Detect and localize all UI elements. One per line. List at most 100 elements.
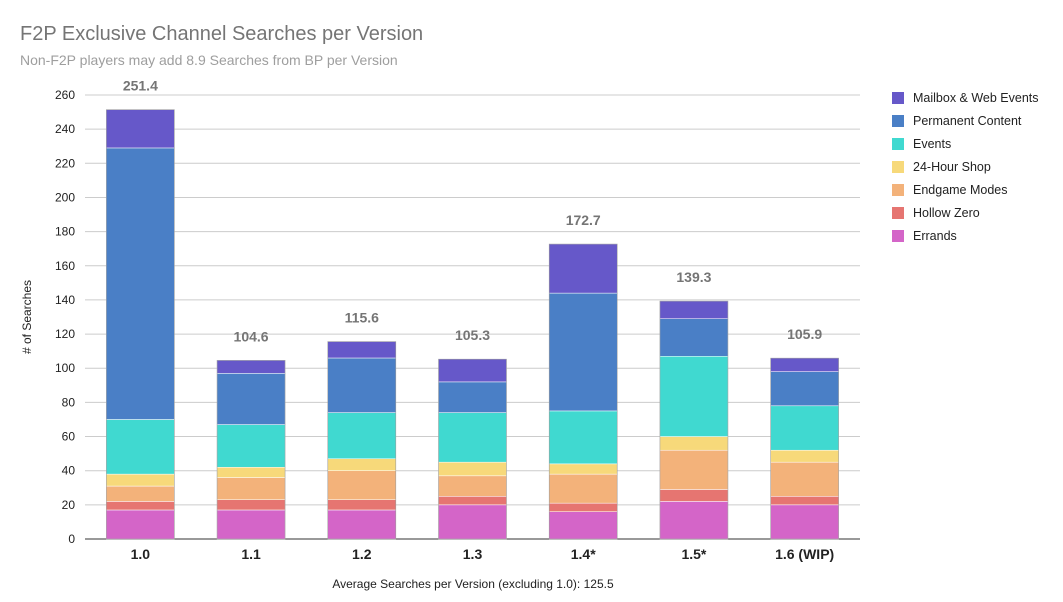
- bar-segment: [327, 470, 397, 500]
- bar-segment: [659, 436, 729, 451]
- bar-segment: [438, 381, 507, 413]
- bar-segment: [548, 410, 618, 465]
- legend-label: Endgame Modes: [913, 182, 1008, 197]
- legend-swatch: [892, 91, 904, 104]
- legend-item: 24-Hour Shop: [892, 155, 1039, 178]
- bar-segment: [659, 449, 729, 490]
- y-tick-label: 140: [55, 293, 75, 307]
- y-tick-label: 180: [55, 225, 75, 239]
- y-tick-label: 120: [55, 327, 75, 341]
- bar-segment: [216, 499, 286, 511]
- x-axis-label: Average Searches per Version (excluding …: [332, 577, 614, 591]
- legend-item: Endgame Modes: [892, 178, 1039, 201]
- bar-segment: [216, 509, 286, 540]
- bar-segment: [548, 292, 618, 412]
- x-tick-label: 1.0: [131, 546, 151, 562]
- bar-segment: [659, 489, 729, 502]
- x-tick-label: 1.6 (WIP): [775, 546, 834, 562]
- y-tick-label: 40: [62, 464, 76, 478]
- bar-segment: [438, 461, 507, 477]
- bar-segment: [770, 461, 839, 497]
- legend-swatch: [892, 206, 904, 219]
- bar-segment: [216, 467, 286, 478]
- y-tick-label: 80: [62, 395, 76, 409]
- bar-segment: [216, 373, 286, 425]
- x-tick-label: 1.5*: [681, 546, 706, 562]
- bar-total-label: 105.3: [455, 327, 490, 343]
- bar-segment: [106, 509, 175, 540]
- bar-segment: [327, 357, 397, 413]
- bar-segment: [438, 504, 507, 540]
- bar-segment: [438, 475, 507, 497]
- bar-segment: [106, 419, 175, 475]
- bar-outline: [216, 360, 286, 540]
- bar-segment: [216, 477, 286, 500]
- legend-swatch: [892, 114, 904, 127]
- bar-segment: [438, 412, 507, 463]
- legend-item: Permanent Content: [892, 109, 1039, 132]
- bar-total-label: 172.7: [566, 212, 601, 228]
- bar-segment: [548, 502, 618, 512]
- bar-segment: [770, 405, 839, 451]
- bar-outline: [770, 357, 839, 540]
- bar-segment: [327, 341, 397, 359]
- bar-segment: [438, 496, 507, 506]
- x-tick-label: 1.4*: [571, 546, 596, 562]
- bar-segment: [106, 109, 175, 149]
- legend-item: Events: [892, 132, 1039, 155]
- y-tick-label: 20: [62, 498, 76, 512]
- bar-segment: [770, 449, 839, 463]
- bar-segment: [106, 473, 175, 487]
- y-tick-label: 220: [55, 156, 75, 170]
- bar-segment: [659, 318, 729, 357]
- legend-label: 24-Hour Shop: [913, 159, 991, 174]
- bar-segment: [327, 499, 397, 511]
- bar-outline: [548, 243, 618, 540]
- bar-total-label: 105.9: [787, 326, 822, 342]
- legend-swatch: [892, 183, 904, 196]
- y-tick-label: 260: [55, 88, 75, 102]
- bar-segment: [327, 458, 397, 471]
- chart-subtitle: Non-F2P players may add 8.9 Searches fro…: [20, 52, 398, 68]
- bar-total-label: 104.6: [234, 328, 269, 344]
- bar-segment: [659, 501, 729, 540]
- bar-segment: [106, 485, 175, 502]
- legend-item: Errands: [892, 224, 1039, 247]
- bar-segment: [548, 463, 618, 475]
- legend-label: Hollow Zero: [913, 205, 980, 220]
- y-tick-label: 160: [55, 259, 75, 273]
- bar-outline: [106, 109, 175, 540]
- bar-outline: [327, 341, 397, 540]
- bar-segment: [438, 358, 507, 383]
- bar-segment: [327, 509, 397, 540]
- y-axis-label: # of Searches: [20, 280, 34, 354]
- x-tick-label: 1.1: [241, 546, 261, 562]
- y-tick-label: 60: [62, 430, 76, 444]
- bar-segment: [548, 473, 618, 504]
- legend-label: Errands: [913, 228, 957, 243]
- bar-total-label: 115.6: [345, 310, 379, 326]
- bar-total-label: 139.3: [676, 269, 711, 285]
- bar-segment: [659, 300, 729, 319]
- x-tick-label: 1.3: [463, 546, 483, 562]
- bar-segment: [770, 357, 839, 372]
- bar-segment: [770, 371, 839, 407]
- legend-label: Permanent Content: [913, 113, 1022, 128]
- bar-segment: [216, 360, 286, 374]
- bar-segment: [659, 356, 729, 437]
- bar-segment: [770, 496, 839, 506]
- bar-segment: [106, 501, 175, 511]
- y-tick-label: 240: [55, 122, 75, 136]
- legend-swatch: [892, 160, 904, 173]
- chart-title: F2P Exclusive Channel Searches per Versi…: [20, 23, 424, 45]
- x-tick-label: 1.2: [352, 546, 372, 562]
- bar-segment: [327, 412, 397, 459]
- bar-segment: [106, 147, 175, 420]
- legend-label: Events: [913, 136, 952, 151]
- y-tick-label: 200: [55, 190, 75, 204]
- legend-swatch: [892, 137, 904, 150]
- bar-outline: [438, 358, 507, 540]
- bar-segment: [770, 504, 839, 540]
- chart-legend: Mailbox & Web Events Permanent Content Eve…: [892, 86, 1039, 247]
